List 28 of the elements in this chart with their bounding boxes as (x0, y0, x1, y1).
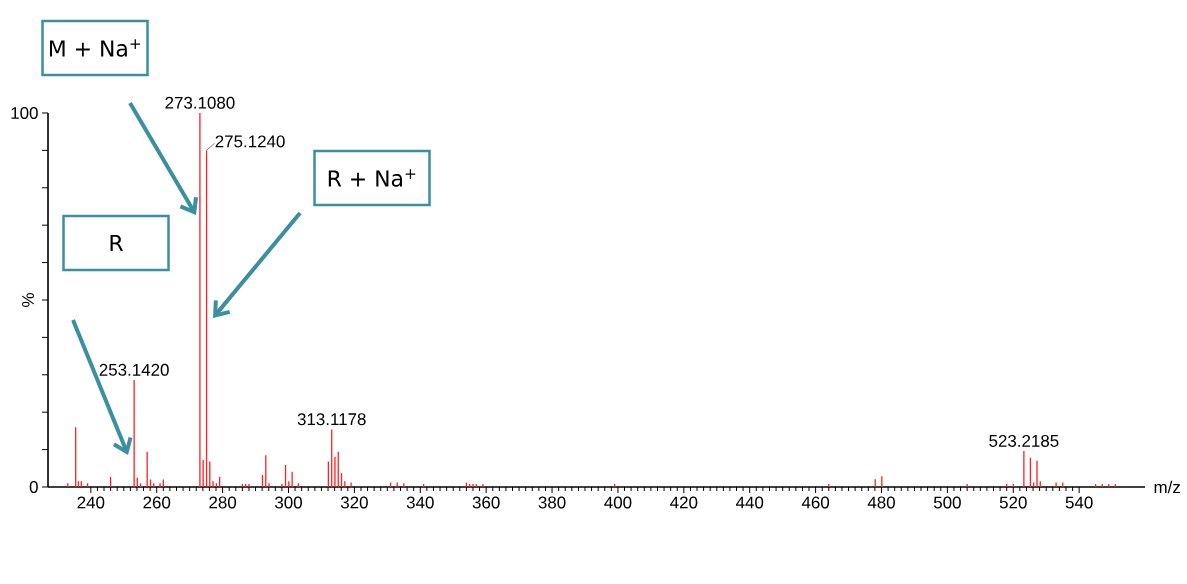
x-tick-label: 420 (670, 496, 698, 509)
x-tick-label: 380 (538, 496, 566, 509)
annotation: 275.1240 (215, 135, 285, 148)
x-tick-label: 500 (933, 496, 961, 509)
text: M + Na$^{+}$ (49, 39, 141, 57)
annotation: 313.1178 (297, 413, 366, 426)
x-tick-label: 540 (1065, 496, 1093, 509)
x-tick-label: 400 (604, 496, 632, 509)
x-tick-label: 520 (999, 496, 1027, 509)
x-tick-label: 440 (735, 496, 764, 509)
x-tick-label: 480 (867, 496, 895, 509)
x-tick-label: 300 (275, 496, 302, 509)
annotation: 273.1080 (165, 96, 235, 109)
y-tick-label: 100 (11, 106, 38, 119)
x-tick-label: 340 (406, 496, 434, 509)
y-axis-title: % (22, 293, 34, 307)
x-tick-label: 240 (77, 496, 105, 509)
x-tick-label: 320 (340, 496, 368, 509)
x-tick-label: 360 (472, 496, 500, 509)
y-tick-label: 0 (29, 480, 38, 493)
annotation: R + Na$^{+}$ (328, 169, 416, 187)
annotation: R (110, 234, 123, 251)
annotation: 253.1420 (99, 363, 169, 376)
x-axis-title: m/z (1154, 480, 1180, 494)
annotation: 523.2185 (989, 434, 1059, 447)
x-tick-label: 260 (143, 496, 171, 509)
x-tick-label: 280 (209, 496, 237, 509)
x-tick-label: 460 (801, 496, 830, 509)
